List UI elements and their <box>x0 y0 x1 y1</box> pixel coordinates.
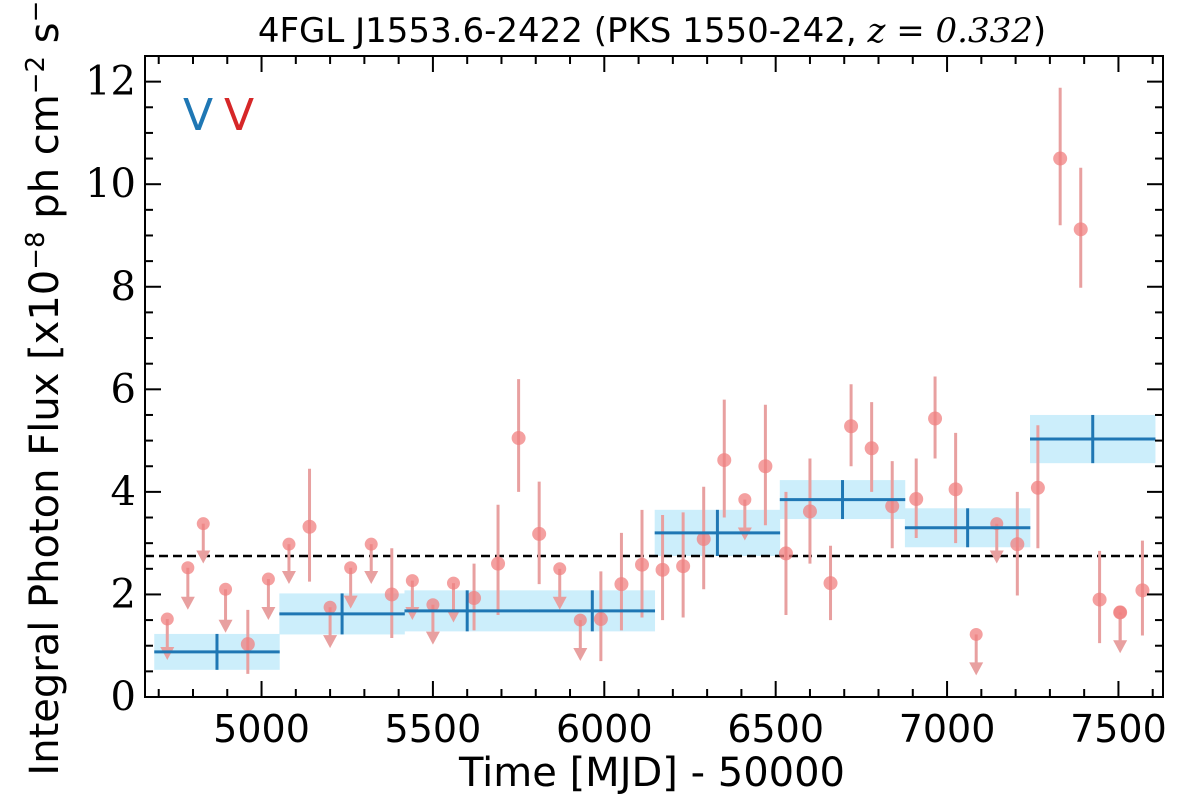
title-text: 4FGL J1553.6-2422 (PKS 1550-242, <box>258 11 868 51</box>
upper-limit-arrowhead-4 <box>261 606 276 620</box>
detection-point-20 <box>885 499 900 514</box>
x-tick-label-7000: 7000 <box>899 707 996 751</box>
chart-title: 4FGL J1553.6-2422 (PKS 1550-242, z = 0.3… <box>258 11 1046 51</box>
y-tick-label-2: 2 <box>111 571 136 617</box>
legend-blue-v: V <box>183 90 213 141</box>
upper-limit-point-2 <box>196 517 210 531</box>
x-tick-label-5500: 5500 <box>385 707 482 751</box>
ylabel-exp-3: −1 <box>21 0 51 22</box>
detection-point-18 <box>844 419 859 434</box>
upper-limit-point-6 <box>323 600 337 614</box>
detection-point-11 <box>676 559 691 574</box>
upper-limit-point-10 <box>426 598 440 612</box>
y-tick-label-0: 0 <box>111 674 136 720</box>
x-axis-label: Time [MJD] - 50000 <box>458 750 845 796</box>
upper-limit-arrowhead-5 <box>281 571 296 585</box>
detection-point-13 <box>717 453 732 468</box>
detection-point-24 <box>1010 537 1025 552</box>
detection-point-1 <box>302 519 317 534</box>
detection-point-29 <box>1113 605 1128 620</box>
detection-points <box>240 87 1150 674</box>
axis-ticks <box>145 56 1163 698</box>
upper-limit-arrowhead-11 <box>446 609 461 623</box>
upper-limit-arrowhead-2 <box>196 550 211 564</box>
x-tick-labels: 5000 5500 6000 6500 7000 7500 <box>213 707 1167 751</box>
upper-limit-point-0 <box>160 612 174 626</box>
x-tick-label-6500: 6500 <box>727 707 824 751</box>
upper-limit-arrowhead-7 <box>343 595 358 609</box>
upper-limit-point-4 <box>261 572 275 586</box>
ylabel-exp-2: −2 <box>21 56 51 94</box>
detection-point-27 <box>1073 222 1088 237</box>
detection-point-17 <box>823 576 838 591</box>
upper-limit-arrowhead-13 <box>573 647 588 661</box>
y-axis-label: Integral Photon Flux [x10−8 ph cm−2 s−1] <box>21 0 68 776</box>
detection-point-4 <box>491 556 506 571</box>
upper-limit-point-15 <box>969 627 983 641</box>
detection-point-25 <box>1030 480 1045 495</box>
upper-limit-point-5 <box>282 537 296 551</box>
detection-point-9 <box>635 557 650 572</box>
y-tick-label-10: 10 <box>85 161 136 207</box>
detection-point-21 <box>909 492 924 507</box>
upper-limit-point-1 <box>181 561 195 575</box>
detection-point-12 <box>696 532 711 547</box>
detection-point-23 <box>948 482 963 497</box>
upper-limit-arrowhead-15 <box>969 662 984 676</box>
detection-point-6 <box>532 526 547 541</box>
upper-limit-arrowhead-10 <box>425 631 440 645</box>
detection-point-5 <box>511 431 526 446</box>
ylabel-main: Integral Photon Flux [x10 <box>22 270 68 776</box>
detection-point-15 <box>778 546 793 561</box>
detection-point-26 <box>1053 151 1068 166</box>
y-tick-label-8: 8 <box>111 264 136 310</box>
x-tick-label-7500: 7500 <box>1070 707 1167 751</box>
detection-point-30 <box>1135 583 1150 598</box>
title-close: ) <box>1033 11 1046 51</box>
upper-limit-point-12 <box>553 562 567 576</box>
detection-point-10 <box>655 562 670 577</box>
y-tick-label-12: 12 <box>85 59 136 105</box>
detection-point-22 <box>928 411 943 426</box>
ylabel-s: s <box>22 22 68 56</box>
upper-limit-arrowhead-12 <box>552 596 567 610</box>
upper-limit-arrowhead-1 <box>180 596 195 610</box>
detection-point-3 <box>467 591 482 606</box>
upper-limit-point-8 <box>364 537 378 551</box>
upper-limit-arrowhead-8 <box>364 571 379 585</box>
x-tick-label-6000: 6000 <box>556 707 653 751</box>
upper-limit-arrowhead-0 <box>160 646 175 660</box>
upper-limit-point-13 <box>573 613 587 627</box>
ylabel-mid: ph cm <box>22 94 68 231</box>
upper-limit-point-14 <box>738 493 752 507</box>
upper-limit-arrowhead-17 <box>1113 640 1128 654</box>
upper-limit-point-3 <box>219 582 233 596</box>
upper-limit-point-9 <box>405 574 419 588</box>
y-tick-label-4: 4 <box>111 469 136 515</box>
upper-limit-point-11 <box>446 576 460 590</box>
detection-point-0 <box>240 637 255 652</box>
upper-limit-point-7 <box>344 561 358 575</box>
ylabel-exp-1: −8 <box>21 231 51 269</box>
detection-point-16 <box>802 504 817 519</box>
detection-point-2 <box>384 587 399 602</box>
upper-limit-arrowhead-3 <box>218 619 233 633</box>
upper-limit-arrows <box>160 493 1128 676</box>
upper-limit-arrowhead-6 <box>323 635 338 649</box>
detection-point-8 <box>614 577 629 592</box>
title-redshift: z = 0.332 <box>867 11 1033 51</box>
detection-point-14 <box>758 459 773 474</box>
upper-limit-arrowhead-16 <box>989 550 1004 564</box>
legend-red-v: V <box>224 90 254 141</box>
x-tick-label-5000: 5000 <box>213 707 310 751</box>
binned-flux-bands <box>154 414 1156 670</box>
binned-flux-markers <box>154 414 1156 670</box>
detection-point-7 <box>593 612 608 627</box>
detection-point-19 <box>864 441 879 456</box>
y-tick-labels: 0 2 4 6 8 10 12 <box>85 59 136 720</box>
plot-frame <box>144 55 1164 698</box>
detection-point-28 <box>1092 592 1107 607</box>
y-tick-label-6: 6 <box>111 366 136 412</box>
